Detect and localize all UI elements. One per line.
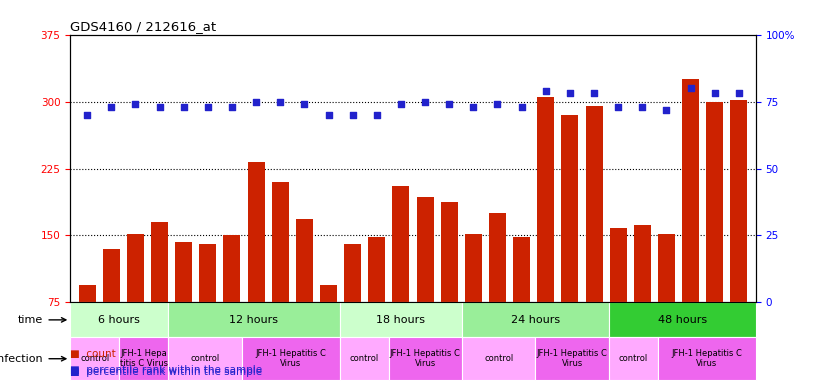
Point <box>587 90 601 96</box>
Bar <box>127 234 144 303</box>
Point <box>491 101 504 107</box>
Bar <box>175 242 192 303</box>
Point <box>129 101 142 107</box>
Text: 24 hours: 24 hours <box>510 315 560 325</box>
Point <box>370 112 383 118</box>
Bar <box>489 213 506 303</box>
Bar <box>658 234 675 303</box>
Point <box>322 112 335 118</box>
Point <box>563 90 577 96</box>
Text: control: control <box>484 354 513 363</box>
Point <box>539 88 553 94</box>
Bar <box>462 337 535 380</box>
Bar <box>344 245 361 303</box>
Bar <box>609 303 756 337</box>
Point <box>297 101 311 107</box>
Bar <box>339 303 462 337</box>
Bar <box>634 225 651 303</box>
Bar <box>392 186 410 303</box>
Bar <box>682 79 699 303</box>
Text: JFH-1 Hepatitis C
Virus: JFH-1 Hepatitis C Virus <box>390 349 461 368</box>
Text: JFH-1 Hepa
titis C Virus: JFH-1 Hepa titis C Virus <box>120 349 168 368</box>
Bar <box>730 100 748 303</box>
Point <box>249 98 263 104</box>
Point <box>202 104 215 110</box>
Bar <box>538 97 554 303</box>
Point <box>419 98 432 104</box>
Text: 18 hours: 18 hours <box>377 315 425 325</box>
Bar <box>224 235 240 303</box>
Bar <box>242 337 339 380</box>
Text: JFH-1 Hepatitis C
Virus: JFH-1 Hepatitis C Virus <box>672 349 743 368</box>
Bar <box>102 249 120 303</box>
Bar <box>562 115 578 303</box>
Bar <box>462 303 609 337</box>
Point <box>105 104 118 110</box>
Bar <box>416 197 434 303</box>
Bar <box>320 285 337 303</box>
Point <box>467 104 480 110</box>
Point <box>660 106 673 113</box>
Bar <box>388 337 462 380</box>
Point <box>80 112 93 118</box>
Text: control: control <box>349 354 378 363</box>
Text: JFH-1 Hepatitis C
Virus: JFH-1 Hepatitis C Virus <box>537 349 608 368</box>
Text: 48 hours: 48 hours <box>657 315 707 325</box>
Bar <box>70 337 119 380</box>
Point <box>225 104 239 110</box>
Bar <box>169 337 242 380</box>
Text: 12 hours: 12 hours <box>230 315 278 325</box>
Bar <box>272 182 288 303</box>
Text: ■  percentile rank within the sample: ■ percentile rank within the sample <box>70 365 263 375</box>
Bar <box>706 101 724 303</box>
Point <box>684 85 697 91</box>
Bar <box>368 237 385 303</box>
Point <box>708 90 721 96</box>
Text: time: time <box>17 315 43 325</box>
Bar <box>609 337 657 380</box>
Point <box>733 90 746 96</box>
Bar <box>465 234 482 303</box>
Point <box>394 101 407 107</box>
Bar <box>610 228 627 303</box>
Bar <box>199 245 216 303</box>
Point <box>346 112 359 118</box>
Bar <box>151 222 168 303</box>
Bar <box>70 303 169 337</box>
Point <box>153 104 166 110</box>
Bar <box>296 219 313 303</box>
Bar <box>78 285 96 303</box>
Bar <box>513 237 530 303</box>
Bar <box>586 106 602 303</box>
Bar <box>535 337 609 380</box>
Point <box>636 104 649 110</box>
Bar <box>339 337 388 380</box>
Bar <box>657 337 756 380</box>
Text: control: control <box>190 354 220 363</box>
Bar <box>441 202 458 303</box>
Point <box>611 104 624 110</box>
Text: infection: infection <box>0 354 43 364</box>
Text: ■  count: ■ count <box>70 349 116 359</box>
Bar <box>169 303 339 337</box>
Text: GDS4160 / 212616_at: GDS4160 / 212616_at <box>70 20 216 33</box>
Point <box>515 104 529 110</box>
Point <box>443 101 456 107</box>
Text: JFH-1 Hepatitis C
Virus: JFH-1 Hepatitis C Virus <box>255 349 326 368</box>
Point <box>273 98 287 104</box>
Bar <box>248 162 264 303</box>
Text: 6 hours: 6 hours <box>98 315 140 325</box>
Text: ■  percentile rank within the sample: ■ percentile rank within the sample <box>70 367 263 377</box>
Text: control: control <box>80 354 109 363</box>
Text: control: control <box>619 354 648 363</box>
Bar <box>119 337 169 380</box>
Point <box>177 104 190 110</box>
